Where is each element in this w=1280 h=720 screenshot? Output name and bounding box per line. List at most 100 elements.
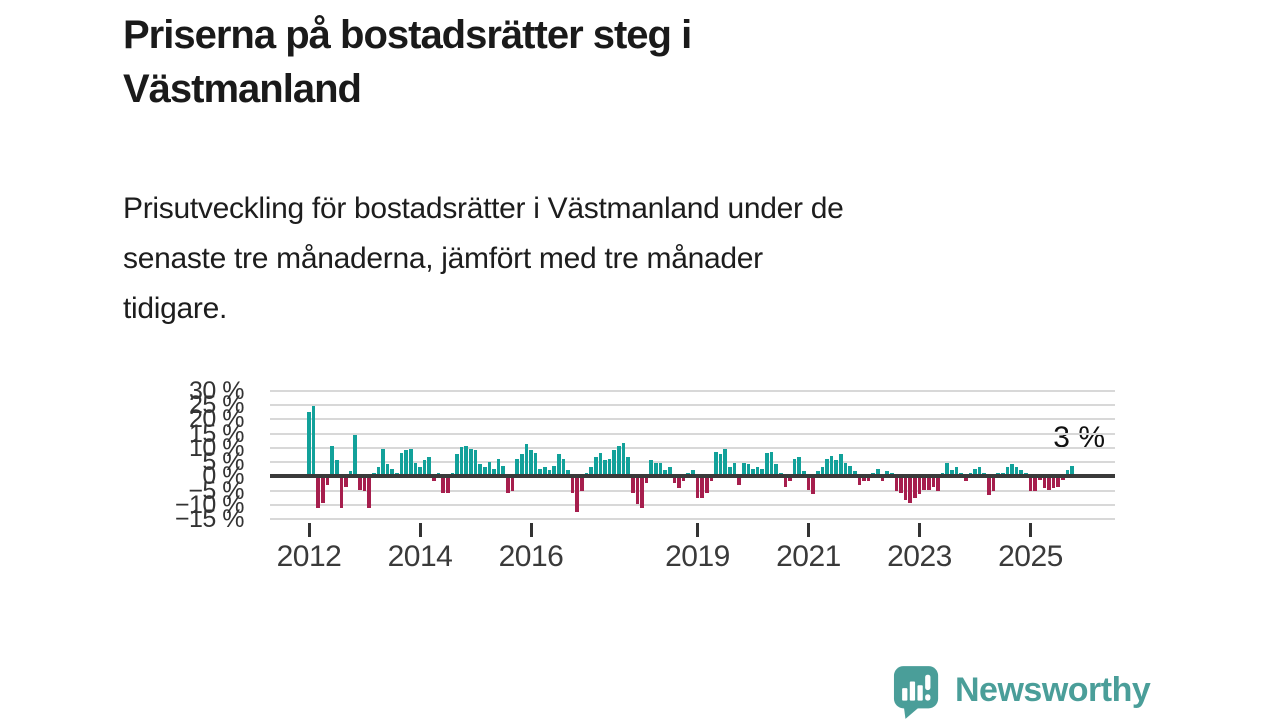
bar [677,478,681,489]
bar [839,454,843,475]
bar [963,478,968,482]
y-tick-label: −15 % [174,505,245,533]
bar [617,445,621,475]
bar [783,478,788,487]
bar [529,450,533,475]
y-tick-label: 15 % [189,419,244,448]
bar [709,478,714,482]
bar [432,478,436,482]
gridline [270,503,1115,506]
y-tick-label: 20 % [189,405,244,434]
x-tick-label: 2019 [665,540,730,573]
bar [802,471,806,475]
bar [889,472,894,475]
x-tick-label: 2023 [887,540,952,573]
bar [926,478,931,490]
bar [950,470,954,475]
chart-title: Priserna på bostadsrätter steg i Västmanl… [123,8,953,116]
bar [547,470,552,475]
bar [825,458,829,475]
bar [797,457,802,475]
bar [829,455,834,475]
x-tick-mark [418,523,422,537]
x-tick-mark [529,523,533,537]
bar [626,457,630,475]
gridline [270,489,1115,492]
bar [765,453,769,475]
gridline [270,390,1115,392]
bar [908,478,913,503]
bar [788,478,792,482]
bar [376,467,381,475]
bar [880,478,885,482]
gridline [270,446,1115,449]
bar [913,478,917,499]
bar [1061,478,1065,480]
bar [450,472,455,475]
bar [325,478,330,486]
bar [367,478,371,509]
bar [848,465,852,475]
bar [741,462,746,475]
bar [607,458,612,475]
bar [395,472,399,475]
bar [792,458,797,475]
bar [982,472,987,475]
y-axis-labels: 30 % 25 % 20 % 15 % 10 % 5 % 0 % −5 % −10 % −15 % [158,378,245,532]
bar [344,478,348,487]
bar [977,467,982,475]
bar [510,478,515,492]
x-tick-label: 2021 [776,540,841,573]
chart-subtitle: Prisutveckling för bostadsrätter i Västm… [123,184,1143,334]
bar [612,450,617,475]
bar [649,460,654,475]
x-tick-mark [807,523,810,537]
bar [362,478,367,492]
x-axis: 2012 2014 2016 2019 2021 2023 2025 [270,519,1115,589]
x-tick-label: 2014 [387,540,453,573]
chart-subtitle-line-3: tidigare. [123,292,228,325]
bar [857,478,862,486]
bar [723,448,728,475]
gridline [270,418,1115,421]
bar [663,470,667,475]
bar [427,457,432,475]
bar [515,458,519,475]
bar [543,467,547,475]
bar [1010,464,1014,475]
gridline [270,432,1115,435]
bar [358,478,362,490]
bar [987,478,991,496]
bar [1037,478,1042,480]
bar [755,467,760,475]
bar [459,447,464,475]
bar [566,470,570,475]
bar [732,462,737,475]
latest-value-annotation: 3 % [1053,421,1105,454]
bar [1014,467,1019,475]
bar [330,445,334,475]
bar [640,478,644,509]
bar [852,471,857,475]
zero-line [270,474,1115,479]
bar [311,406,316,475]
bar [436,472,441,475]
bar [843,462,848,475]
chart-title-line-2: Västmanland [123,67,362,111]
bar [381,448,385,475]
bar [496,458,501,475]
bar [1042,478,1047,489]
bar [316,478,321,509]
bar [478,464,482,475]
plot-area: 3 % [270,390,1115,520]
bar [862,478,866,482]
bar [621,443,626,475]
bar [940,472,945,475]
bar [552,465,556,475]
bar [399,453,404,475]
bar [589,467,593,475]
bar [1033,478,1037,492]
bar [945,462,950,475]
bar [371,472,376,475]
